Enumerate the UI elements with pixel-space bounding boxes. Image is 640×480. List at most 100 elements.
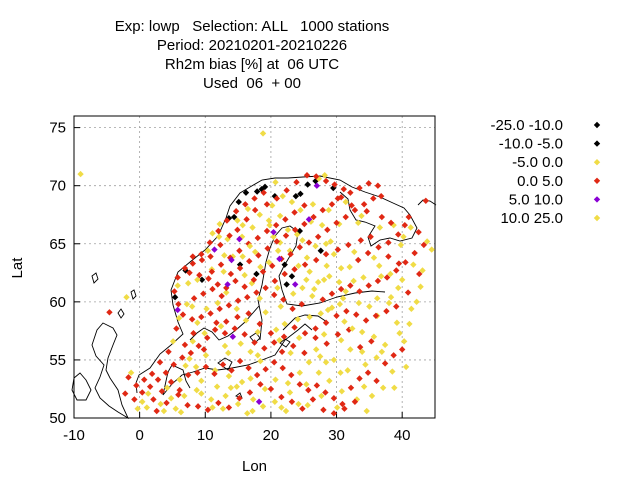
data-point-series-2 [256,295,263,302]
x-tick-label: 20 [263,427,280,444]
data-point-series-2 [358,328,366,336]
data-point-series-4 [291,281,299,288]
data-point-series-5 [402,363,410,371]
data-point-series-1 [317,247,324,254]
data-point-series-3 [313,382,321,389]
data-point-series-3 [245,310,252,317]
data-point-series-3 [381,360,389,367]
data-point-series-3 [383,274,391,281]
data-point-series-3 [226,232,233,239]
data-point-series-5 [143,404,151,411]
data-point-series-2 [207,396,215,403]
data-point-series-3 [176,386,183,394]
data-point-series-2 [217,323,225,330]
data-point-series-3 [395,260,403,267]
data-point-series-2 [221,342,229,350]
y-tick-label: 75 [49,120,66,137]
data-point-series-3 [310,213,317,221]
legend-marker-1 [593,140,601,147]
data-point-series-3 [196,271,203,279]
data-point-series-2 [342,288,349,295]
data-point-series-5 [239,221,246,229]
data-point-series-3 [364,249,372,257]
data-point-series-4 [270,228,277,236]
data-point-series-0 [304,181,311,188]
data-point-series-1 [171,294,179,301]
data-point-series-3 [207,253,214,260]
data-point-series-5 [419,267,426,274]
data-point-series-3 [236,264,244,272]
data-point-series-3 [213,319,220,326]
data-point-series-4 [224,281,231,288]
data-point-series-2 [189,338,197,345]
data-point-series-3 [377,192,385,200]
data-point-series-3 [232,208,240,215]
data-point-series-3 [221,330,229,337]
data-point-series-3 [355,256,362,264]
data-point-series-3 [171,288,178,295]
data-point-series-2 [251,248,259,256]
data-point-series-4 [228,256,235,264]
data-point-series-3 [270,291,278,299]
legend-label-3: 0.0 5.0 [517,173,563,190]
data-point-series-2 [306,268,313,275]
data-point-series-3 [362,317,370,324]
data-point-series-5 [311,285,318,293]
data-point-series-3 [322,389,329,396]
data-point-series-3 [174,274,181,281]
data-point-series-5 [339,295,347,302]
data-point-series-2 [270,233,277,240]
data-point-series-3 [255,252,262,259]
data-point-series-1 [253,270,260,278]
data-point-series-3 [251,206,259,214]
data-point-series-2 [272,376,279,383]
data-point-series-3 [225,404,233,411]
data-point-series-3 [280,296,287,303]
data-point-series-5 [337,369,344,376]
data-point-series-3 [405,213,412,221]
data-point-series-3 [260,189,267,196]
data-point-series-2 [318,392,325,400]
data-point-series-2 [244,410,251,417]
data-point-series-3 [305,386,312,394]
data-point-series-2 [247,375,254,382]
plot-area-frame [73,115,436,419]
data-point-series-2 [295,400,302,408]
chart-subtitle-used: Used 06 + 00 [203,75,301,92]
data-point-series-3 [378,213,386,221]
data-point-series-2 [219,405,227,412]
data-point-series-3 [146,383,154,390]
legend-marker-0 [593,121,601,129]
data-point-series-3 [314,233,322,240]
data-point-series-3 [398,346,406,353]
data-point-series-3 [288,398,296,405]
data-point-series-3 [211,370,218,378]
data-point-series-3 [186,269,193,277]
data-point-series-3 [254,234,261,242]
data-point-series-3 [334,331,342,338]
data-point-series-3 [131,396,138,403]
data-point-series-3 [190,295,198,302]
data-point-series-3 [312,334,319,342]
data-point-series-3 [250,276,258,283]
data-point-series-2 [400,338,408,345]
data-point-series-5 [246,242,254,250]
data-point-series-2 [312,346,320,353]
data-point-series-2 [164,384,171,391]
data-point-series-3 [303,172,311,179]
data-point-series-3 [290,342,297,350]
data-point-series-3 [299,405,306,412]
data-point-series-2 [326,273,333,280]
data-point-series-2 [335,278,343,286]
data-point-series-2 [222,392,229,400]
data-point-series-5 [377,273,385,280]
data-point-series-3 [165,348,172,355]
data-point-series-3 [404,289,412,296]
data-point-series-2 [262,309,269,316]
data-point-series-2 [203,305,210,313]
data-point-series-2 [241,271,248,279]
data-point-series-3 [251,195,258,202]
data-point-series-2 [325,206,332,214]
data-point-series-2 [355,219,362,227]
data-point-series-3 [162,369,170,376]
